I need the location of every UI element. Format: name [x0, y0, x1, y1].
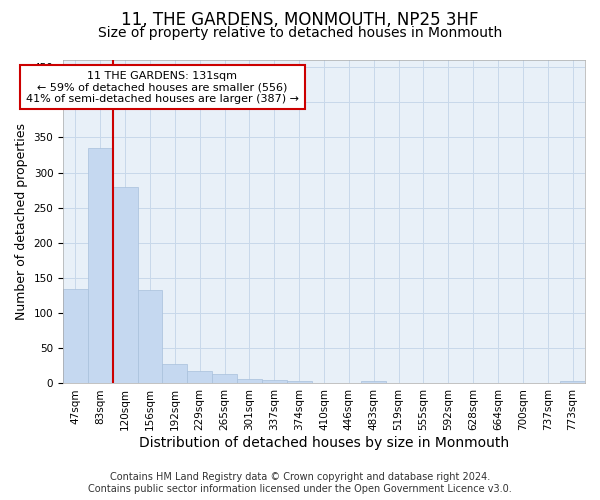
- Bar: [560, 382, 585, 384]
- Bar: [237, 378, 262, 384]
- Bar: [287, 380, 311, 384]
- Bar: [163, 364, 187, 384]
- Text: Contains HM Land Registry data © Crown copyright and database right 2024.
Contai: Contains HM Land Registry data © Crown c…: [88, 472, 512, 494]
- Text: 11, THE GARDENS, MONMOUTH, NP25 3HF: 11, THE GARDENS, MONMOUTH, NP25 3HF: [121, 11, 479, 29]
- X-axis label: Distribution of detached houses by size in Monmouth: Distribution of detached houses by size …: [139, 436, 509, 450]
- Y-axis label: Number of detached properties: Number of detached properties: [15, 123, 28, 320]
- Text: 11 THE GARDENS: 131sqm
← 59% of detached houses are smaller (556)
41% of semi-de: 11 THE GARDENS: 131sqm ← 59% of detached…: [26, 70, 299, 104]
- Bar: [137, 290, 163, 384]
- Bar: [212, 374, 237, 384]
- Bar: [113, 186, 137, 384]
- Bar: [187, 371, 212, 384]
- Bar: [361, 382, 386, 384]
- Bar: [88, 148, 113, 384]
- Bar: [63, 289, 88, 384]
- Text: Size of property relative to detached houses in Monmouth: Size of property relative to detached ho…: [98, 26, 502, 40]
- Bar: [262, 380, 287, 384]
